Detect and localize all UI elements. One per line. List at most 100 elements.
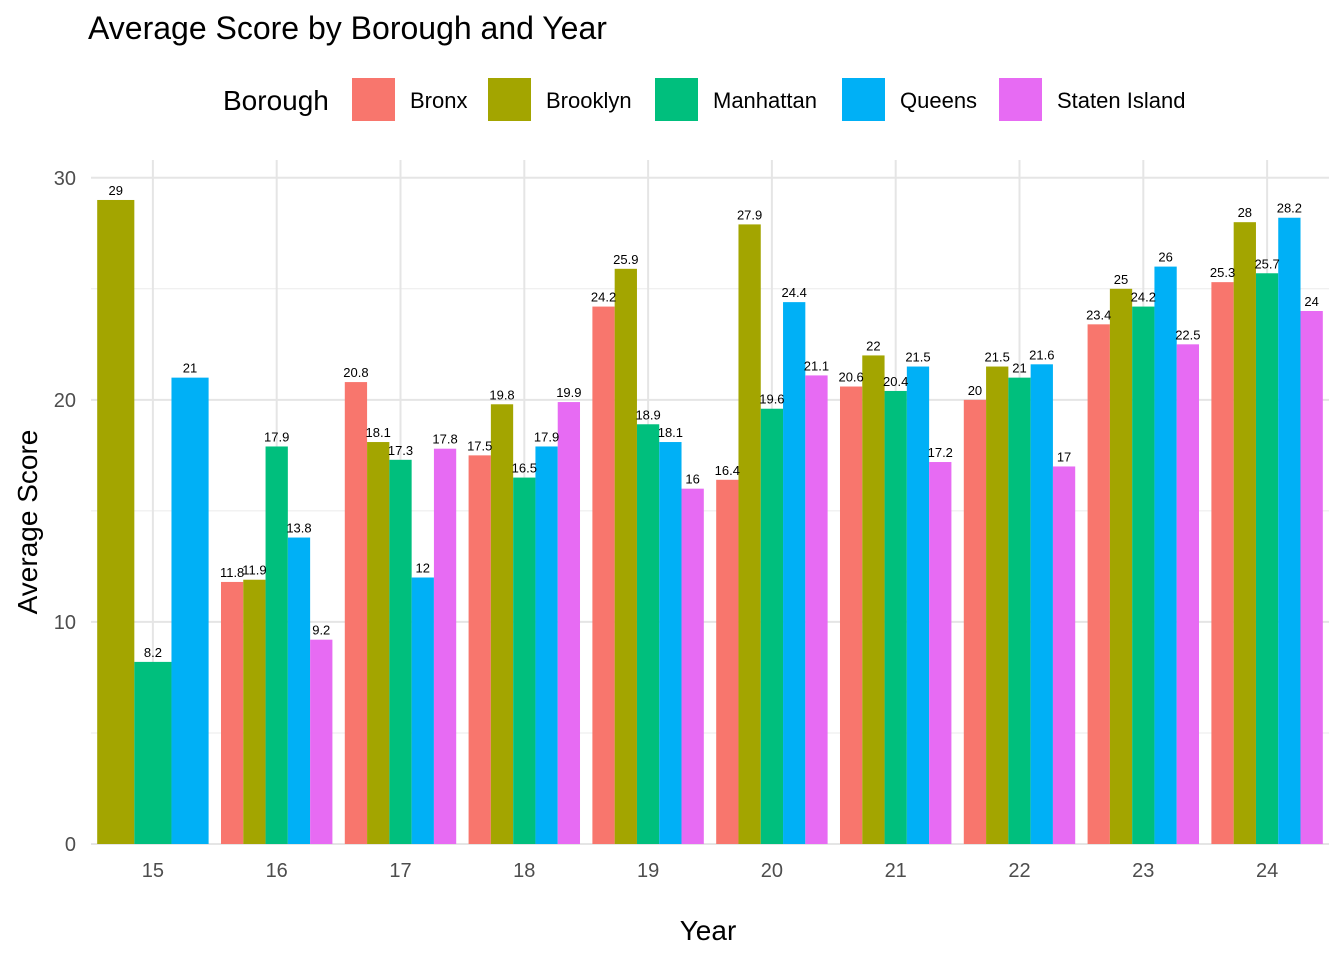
bar-value-label: 20.8 — [343, 365, 368, 380]
bar-staten-island — [557, 402, 581, 844]
bar-bronx — [468, 455, 491, 844]
bar-queens — [287, 537, 311, 844]
bar-manhattan — [884, 390, 907, 844]
bar-queens — [906, 366, 930, 844]
bar-value-label: 20.6 — [838, 370, 863, 385]
bar-value-label: 24 — [1304, 294, 1318, 309]
legend-title: Borough — [223, 85, 329, 116]
legend-key-manhattan — [655, 78, 698, 121]
bar-manhattan — [134, 661, 172, 844]
bar-value-label: 21 — [183, 361, 197, 376]
bar-brooklyn — [862, 355, 885, 844]
bar-brooklyn — [97, 199, 135, 845]
chart-title: Average Score by Borough and Year — [88, 10, 607, 46]
bar-bronx — [220, 581, 244, 844]
bars — [97, 199, 1323, 845]
legend-label: Staten Island — [1057, 88, 1185, 113]
bar-brooklyn — [1109, 288, 1133, 845]
bar-manhattan — [1255, 273, 1279, 844]
bar-value-label: 11.8 — [220, 565, 244, 580]
bar-bronx — [344, 382, 368, 844]
bar-value-label: 13.8 — [286, 521, 311, 536]
bar-queens — [171, 377, 209, 844]
bar-value-label: 26 — [1158, 250, 1172, 265]
x-axis-ticks: 15 16 17 18 19 20 21 22 23 24 — [142, 860, 1278, 882]
x-tick-label: 18 — [513, 860, 535, 882]
bar-queens — [783, 302, 806, 844]
bar-value-label: 28 — [1238, 205, 1252, 220]
bar-manhattan — [760, 408, 784, 844]
bar-value-label: 17.5 — [467, 438, 492, 453]
bar-value-label: 25.9 — [613, 252, 638, 267]
bar-value-label: 24.4 — [782, 285, 807, 300]
x-tick-label: 23 — [1132, 860, 1154, 882]
legend: Borough Bronx Brooklyn Manhattan Queens Stat… — [223, 78, 1185, 121]
bar-staten-island — [310, 639, 333, 844]
legend-key-queens — [842, 78, 885, 121]
bar-value-label: 21 — [1012, 361, 1026, 376]
bar-value-label: 16.5 — [512, 461, 537, 476]
y-axis-title: Average Score — [12, 430, 43, 615]
bar-value-label: 17.3 — [388, 443, 413, 458]
bar-value-label: 9.2 — [312, 623, 330, 638]
x-tick-label: 16 — [266, 860, 288, 882]
bar-manhattan — [1132, 306, 1155, 845]
bar-queens — [659, 442, 682, 844]
bar-value-label: 24.2 — [591, 290, 616, 305]
bar-brooklyn — [367, 442, 390, 844]
x-tick-label: 24 — [1256, 860, 1278, 882]
bar-queens — [411, 577, 434, 844]
x-tick-label: 19 — [637, 860, 659, 882]
bar-value-label: 21.5 — [985, 350, 1010, 365]
bar-bronx — [716, 479, 739, 844]
legend-label: Bronx — [410, 88, 467, 113]
y-tick-label: 0 — [65, 834, 76, 856]
bar-queens — [535, 446, 558, 844]
bar-manhattan — [265, 446, 288, 844]
y-tick-label: 10 — [54, 612, 76, 634]
bar-manhattan — [389, 459, 412, 844]
bar-bronx — [963, 399, 987, 844]
bar-manhattan — [636, 424, 660, 844]
bar-value-label: 23.4 — [1086, 307, 1111, 322]
bar-brooklyn — [738, 224, 761, 845]
legend-key-brooklyn — [488, 78, 531, 121]
bar-brooklyn — [986, 366, 1009, 844]
bar-brooklyn — [614, 268, 637, 844]
bar-manhattan — [1008, 377, 1031, 844]
legend-key-bronx — [352, 78, 395, 121]
legend-label: Queens — [900, 88, 977, 113]
bar-value-label: 16.4 — [715, 463, 740, 478]
bar-value-label: 21.1 — [804, 358, 829, 373]
bar-value-label: 16 — [685, 472, 699, 487]
x-tick-label: 17 — [389, 860, 411, 882]
bar-value-label: 22.5 — [1175, 327, 1200, 342]
bar-brooklyn — [1233, 222, 1256, 844]
bar-staten-island — [805, 375, 828, 844]
bar-value-label: 21.6 — [1029, 347, 1054, 362]
bar-value-label: 11.9 — [242, 563, 266, 578]
bar-value-label: 17.8 — [432, 432, 457, 447]
bar-value-label: 17.2 — [928, 445, 953, 460]
bar-value-label: 18.1 — [366, 425, 391, 440]
bar-value-label: 21.5 — [905, 350, 930, 365]
bar-value-label: 18.1 — [658, 425, 683, 440]
y-axis-ticks: 0 10 20 30 — [54, 168, 76, 856]
bar-value-label: 19.8 — [489, 387, 514, 402]
bar-value-label: 17 — [1057, 449, 1071, 464]
bar-staten-island — [1300, 311, 1323, 844]
bar-staten-island — [681, 488, 704, 844]
bar-value-label: 22 — [866, 338, 880, 353]
bar-bronx — [839, 386, 863, 844]
bar-value-label: 8.2 — [144, 645, 162, 660]
bar-brooklyn — [243, 579, 266, 844]
y-tick-label: 30 — [54, 168, 76, 190]
bar-value-label: 12 — [416, 561, 430, 576]
x-tick-label: 22 — [1008, 860, 1030, 882]
bar-queens — [1030, 364, 1053, 844]
legend-label: Brooklyn — [546, 88, 632, 113]
bar-value-label: 19.6 — [759, 392, 784, 407]
bar-value-label: 19.9 — [556, 385, 581, 400]
bar-value-label: 29 — [109, 183, 123, 198]
